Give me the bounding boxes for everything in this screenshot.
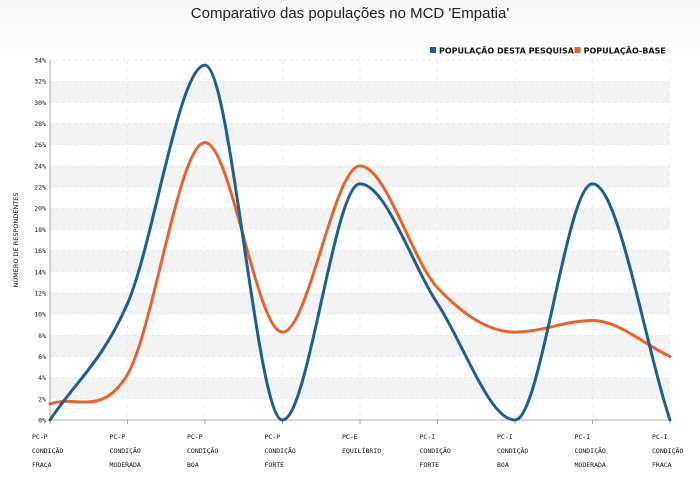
x-tick-label: FORTE xyxy=(265,461,285,469)
x-tick-label: MODERADA xyxy=(110,461,141,469)
y-tick-label: 12% xyxy=(34,289,46,297)
x-tick-label: CONDIÇÃO xyxy=(187,446,218,455)
series-line xyxy=(48,141,672,406)
x-tick-label: PC-I xyxy=(420,433,436,441)
x-tick-label: PC-I xyxy=(497,433,513,441)
x-tick-label: MODERADA xyxy=(575,461,606,469)
x-tick-label: PC-P xyxy=(32,433,48,441)
y-tick-label: 30% xyxy=(34,99,46,107)
legend: POPULAÇÃO DESTA PESQUISA POPULAÇÃO-BASE xyxy=(430,46,666,56)
x-tick-label: CONDIÇÃO xyxy=(32,446,63,455)
x-tick-label: CONDIÇÃO xyxy=(265,446,296,455)
legend-swatch xyxy=(430,47,436,53)
x-tick-label: PC-P xyxy=(110,433,126,441)
y-axis-label: NÚMERO DE RESPONDENTES xyxy=(11,192,20,287)
x-tick-label: PC-E xyxy=(342,433,358,441)
y-tick-label: 16% xyxy=(34,247,46,255)
x-tick-label: FRACA xyxy=(652,461,672,469)
series-line xyxy=(48,63,672,422)
y-tick-label: 4% xyxy=(38,374,46,382)
y-tick-label: 32% xyxy=(34,78,46,86)
x-tick-label: CONDIÇÃO xyxy=(497,446,528,455)
chart-title: Comparativo das populações no MCD 'Empat… xyxy=(190,5,510,22)
y-tick-label: 34% xyxy=(34,57,46,65)
y-tick-label: 26% xyxy=(34,141,46,149)
legend-entry: POPULAÇÃO DESTA PESQUISA xyxy=(439,46,575,56)
y-tick-label: 0% xyxy=(38,417,46,425)
y-tick-label: 6% xyxy=(38,353,46,361)
y-tick-label: 28% xyxy=(34,120,46,128)
x-tick-label: CONDIÇÃO xyxy=(652,446,683,455)
x-tick-label: PC-P xyxy=(265,433,281,441)
x-tick-label: CONDIÇÃO xyxy=(110,446,141,455)
y-tick-label: 20% xyxy=(34,205,46,213)
x-tick-label: PC-P xyxy=(187,433,203,441)
y-tick-labels: 0% 2% 4% 6% 8% 10% 12% 14% 16% 18% 20% 22% 24% 26% 28%… xyxy=(34,57,46,425)
x-tick-label: PC-I xyxy=(652,433,668,441)
y-tick-label: 14% xyxy=(34,268,46,276)
x-tick-label: BOA xyxy=(497,461,509,469)
y-tick-label: 24% xyxy=(34,162,46,170)
legend-swatch xyxy=(574,47,581,53)
y-tick-label: 10% xyxy=(34,311,46,319)
x-tick-label: CONDIÇÃO xyxy=(575,446,606,455)
y-tick-label: 22% xyxy=(34,184,46,192)
x-tick-label: FORTE xyxy=(420,461,440,469)
y-tick-label: 2% xyxy=(38,395,46,403)
x-tick-label: FRACA xyxy=(32,461,52,469)
grid-lines xyxy=(49,59,671,421)
x-tick-label: CONDIÇÃO xyxy=(420,446,451,455)
x-tick-label: BOA xyxy=(187,461,199,469)
series-lines xyxy=(48,63,672,422)
legend-entry: POPULAÇÃO-BASE xyxy=(584,46,666,56)
y-tick-label: 8% xyxy=(38,332,46,340)
x-tick-label: EQUILÍBRIO xyxy=(342,446,381,455)
y-tick-label: 18% xyxy=(34,226,46,234)
x-tick-label: PC-I xyxy=(575,433,591,441)
x-tick-labels: PC-P CONDIÇÃO FRACA PC-P CONDIÇÃO MODERADA PC-… xyxy=(32,420,683,469)
